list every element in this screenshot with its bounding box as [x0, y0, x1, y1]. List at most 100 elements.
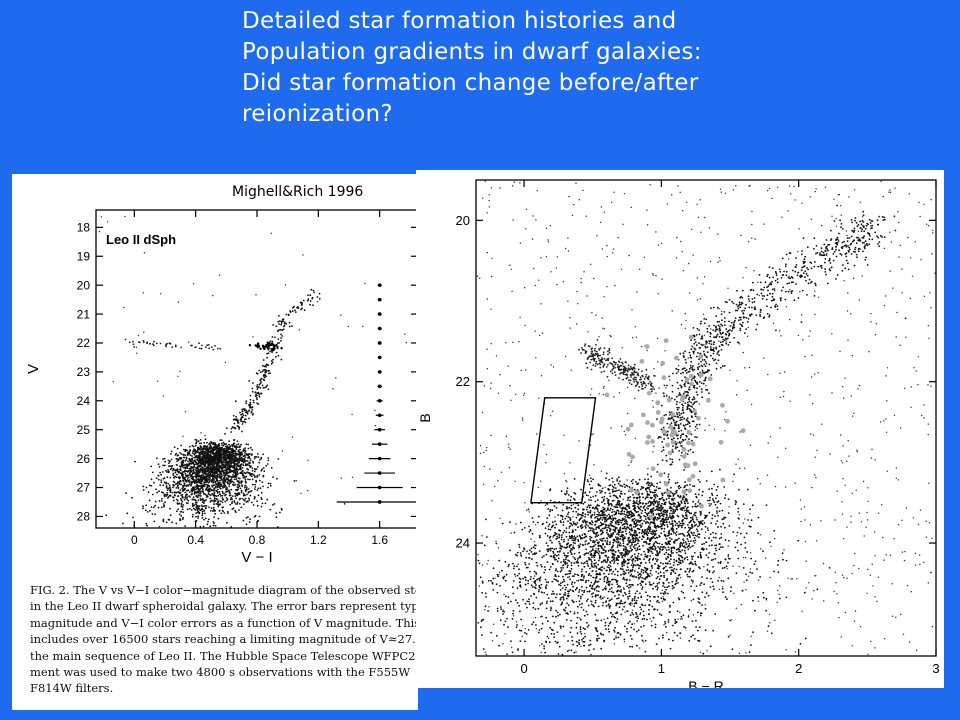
star-point [678, 524, 681, 527]
star-point [190, 462, 193, 465]
star-point [203, 512, 206, 515]
star-point [480, 626, 482, 629]
star-point [656, 582, 659, 585]
star-point [612, 517, 614, 520]
star-point [619, 567, 622, 570]
star-point [145, 504, 148, 507]
star-point [226, 481, 229, 484]
star-point [199, 445, 202, 447]
star-point [642, 506, 645, 509]
star-point [660, 512, 663, 515]
star-point [211, 459, 214, 462]
star-point [762, 550, 764, 553]
star-point [186, 478, 189, 480]
star-point [236, 458, 239, 461]
star-point [203, 478, 206, 481]
star-point [236, 425, 239, 427]
star-point [569, 578, 571, 581]
star-point [560, 596, 563, 599]
star-point [291, 310, 294, 313]
star-point [637, 510, 639, 513]
star-point [261, 370, 264, 373]
star-point [648, 488, 651, 491]
star-point [224, 433, 226, 435]
star-point [680, 524, 682, 527]
star-point [218, 460, 220, 463]
star-point [698, 536, 700, 539]
star-point [251, 408, 254, 411]
star-point [724, 539, 727, 541]
star-point [586, 506, 589, 509]
star-point [704, 596, 706, 598]
star-point [186, 489, 188, 492]
star-point [214, 476, 216, 478]
star-point [650, 584, 652, 586]
star-point [247, 471, 250, 474]
star-point [658, 501, 660, 503]
star-point [523, 527, 526, 529]
star-point [604, 540, 607, 542]
star-point [230, 451, 232, 453]
star-point [232, 426, 235, 429]
star-point [254, 391, 257, 394]
star-point [697, 629, 699, 632]
star-point [559, 514, 562, 517]
star-point [266, 384, 269, 387]
star-point [257, 456, 260, 458]
star-point [567, 539, 570, 541]
star-point [231, 502, 233, 505]
star-point [201, 514, 204, 517]
star-point [616, 580, 619, 582]
star-point [602, 516, 605, 519]
star-point [207, 492, 210, 495]
star-point [684, 509, 686, 512]
star-point [200, 484, 203, 487]
star-point [220, 500, 222, 503]
star-point [212, 466, 215, 469]
star-point [566, 487, 569, 490]
star-point [230, 478, 233, 480]
star-point [288, 321, 291, 324]
star-point [661, 549, 663, 551]
star-point [235, 446, 238, 448]
star-point [504, 620, 507, 623]
star-point [690, 579, 693, 582]
star-point [707, 499, 709, 502]
star-point [551, 547, 554, 550]
star-point [617, 533, 620, 536]
star-point [681, 532, 684, 535]
star-point [573, 498, 576, 501]
star-point [269, 343, 272, 346]
star-point [566, 490, 568, 493]
star-point [184, 450, 187, 453]
star-point [186, 453, 189, 456]
star-point [160, 506, 163, 509]
star-point [228, 485, 231, 488]
star-point [703, 537, 706, 539]
star-point [614, 490, 617, 492]
star-point [635, 599, 638, 602]
star-point [257, 487, 260, 490]
star-point [160, 293, 162, 295]
star-point [249, 403, 252, 406]
star-point [564, 594, 567, 596]
star-point [644, 583, 647, 585]
star-point [239, 466, 242, 469]
star-point [622, 544, 625, 547]
star-point [164, 460, 167, 463]
star-point [181, 487, 184, 490]
star-point [198, 447, 201, 450]
star-point [219, 487, 222, 490]
star-point [674, 618, 677, 621]
star-point [186, 449, 189, 452]
star-point [625, 513, 627, 516]
star-point [171, 491, 174, 494]
star-point [612, 553, 614, 556]
y-tick-label: 26 [77, 452, 91, 466]
star-point [276, 345, 279, 349]
star-point [596, 517, 599, 520]
star-point [614, 612, 617, 615]
star-point [665, 569, 668, 572]
star-point [220, 495, 222, 497]
star-point [237, 421, 239, 423]
